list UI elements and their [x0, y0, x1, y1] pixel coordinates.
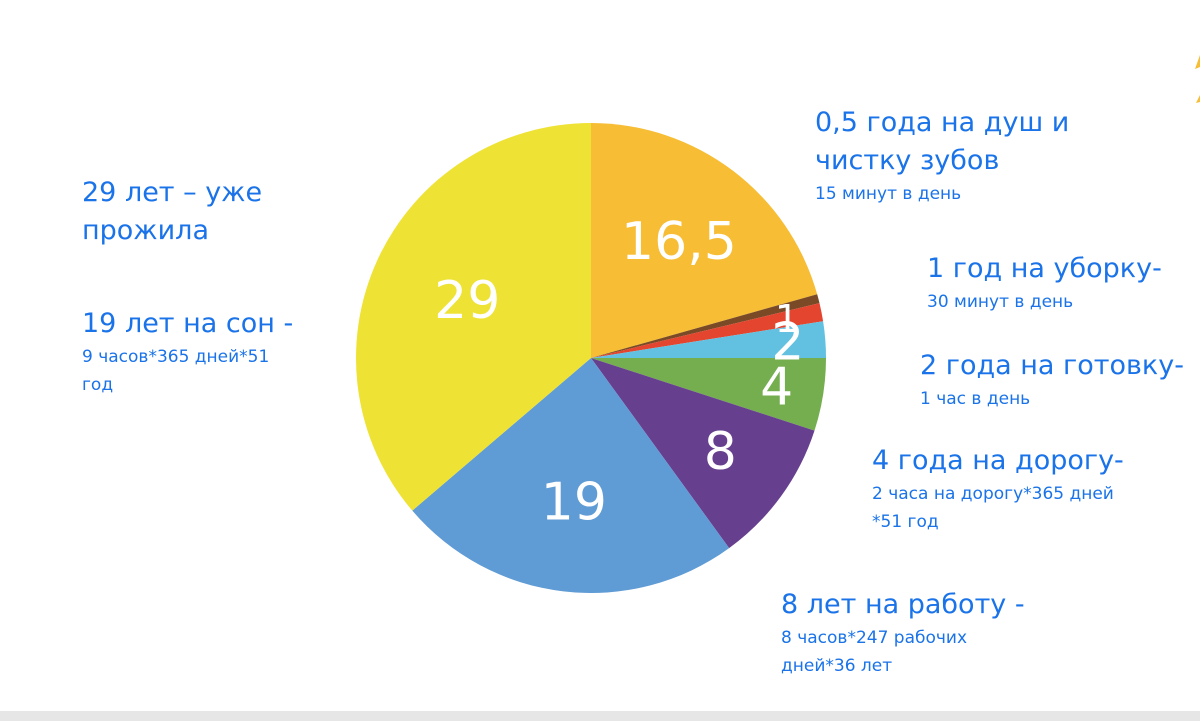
- annotation-cooking: 2 года на готовку- 1 час в день: [920, 347, 1184, 413]
- annotation-sleep-main: 19 лет на сон -: [82, 308, 294, 339]
- annotation-cooking-sub: 1 час в день: [920, 389, 1031, 409]
- annotation-cleaning-main: 1 год на уборку-: [927, 253, 1162, 284]
- pie-slice: [412, 358, 730, 594]
- annotation-shower-main: 0,5 года на душ и чистку зубов: [815, 107, 1070, 176]
- pie-slice: [591, 294, 820, 358]
- pie-slice: [591, 123, 818, 358]
- pie-slice-label: 29: [434, 271, 500, 331]
- annotation-sleep-sub: 9 часов*365 дней*51 год: [82, 347, 270, 395]
- annotation-cleaning-sub: 30 минут в день: [927, 292, 1074, 312]
- pie-slice-label: 16,5: [621, 212, 737, 272]
- pie-slice-label: 8: [704, 422, 737, 482]
- annotation-commute: 4 года на дорогу- 2 часа на дорогу*365 д…: [872, 442, 1124, 536]
- pie-slice: [591, 303, 824, 358]
- decorative-corner-mark: [1195, 55, 1200, 103]
- pie-slice: [591, 358, 815, 549]
- annotation-work-sub: 8 часов*247 рабочих дней*36 лет: [781, 628, 968, 676]
- annotation-shower-sub: 15 минут в день: [815, 184, 962, 204]
- pie-slice: [356, 123, 591, 511]
- annotation-commute-sub: 2 часа на дорогу*365 дней *51 год: [872, 484, 1114, 532]
- bottom-scroll-bar: [0, 711, 1200, 721]
- pie-slice-label: 2: [771, 313, 804, 373]
- pie-slices: [356, 123, 826, 594]
- pie-slice-label: 19: [541, 473, 607, 533]
- annotation-cooking-main: 2 года на готовку-: [920, 350, 1184, 381]
- annotation-cleaning: 1 год на уборку- 30 минут в день: [927, 250, 1162, 316]
- pie-slice: [591, 321, 826, 358]
- annotation-sleep: 19 лет на сон - 9 часов*365 дней*51 год: [82, 305, 293, 399]
- annotation-lived-main: 29 лет – уже прожила: [82, 177, 263, 246]
- annotation-shower: 0,5 года на душ и чистку зубов 15 минут …: [815, 104, 1069, 208]
- annotation-commute-main: 4 года на дорогу-: [872, 445, 1124, 476]
- pie-slice-label: 1: [775, 297, 799, 341]
- annotation-lived: 29 лет – уже прожила: [82, 174, 262, 250]
- annotation-work-main: 8 лет на работу -: [781, 589, 1025, 620]
- annotation-work: 8 лет на работу - 8 часов*247 рабочих дн…: [781, 586, 1025, 680]
- pie-slice-label: 4: [760, 357, 793, 417]
- pie-slice: [591, 358, 826, 431]
